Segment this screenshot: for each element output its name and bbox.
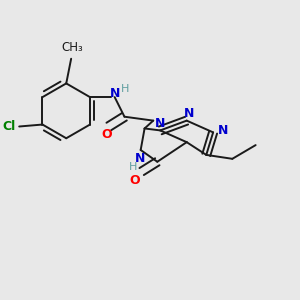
Text: O: O — [101, 128, 112, 142]
Text: N: N — [155, 117, 165, 130]
Text: N: N — [184, 107, 194, 120]
Text: N: N — [218, 124, 228, 137]
Text: Cl: Cl — [2, 120, 15, 133]
Text: N: N — [110, 87, 120, 100]
Text: H: H — [121, 84, 130, 94]
Text: O: O — [129, 175, 140, 188]
Text: CH₃: CH₃ — [61, 41, 83, 54]
Text: N: N — [134, 152, 145, 165]
Text: H: H — [129, 162, 137, 172]
